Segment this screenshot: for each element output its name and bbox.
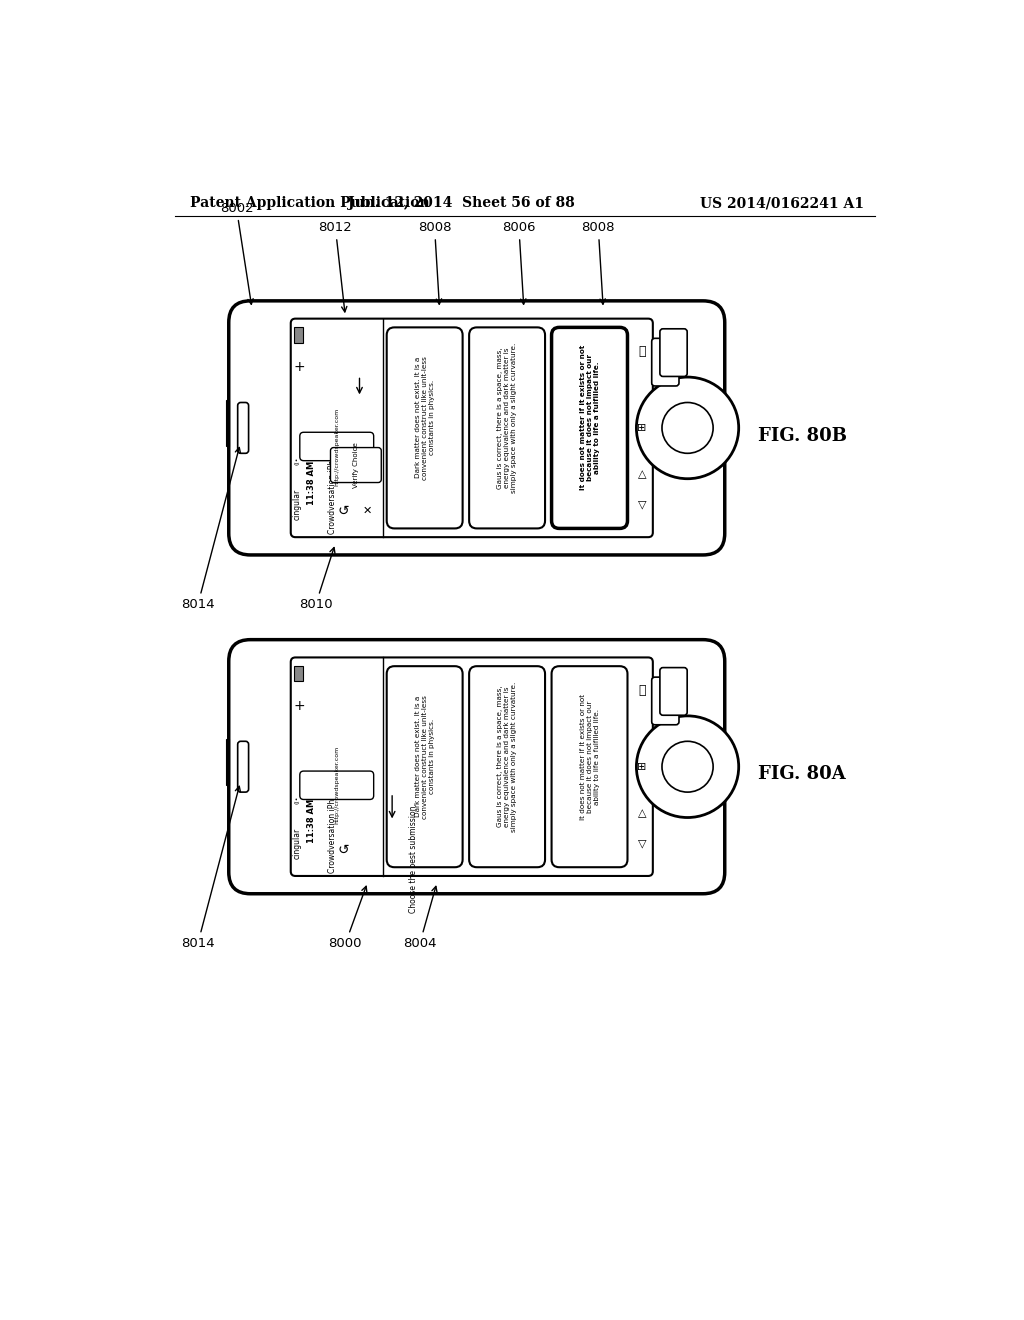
FancyBboxPatch shape (659, 329, 687, 376)
Circle shape (636, 715, 738, 817)
FancyBboxPatch shape (238, 742, 249, 792)
FancyBboxPatch shape (331, 447, 381, 483)
Bar (294, 667, 303, 681)
Text: ▽: ▽ (638, 838, 646, 847)
FancyBboxPatch shape (291, 318, 653, 537)
Text: △: △ (638, 469, 646, 479)
FancyBboxPatch shape (469, 327, 545, 528)
Text: ⧉: ⧉ (638, 684, 646, 697)
Text: ((•: ((• (295, 457, 300, 465)
Text: FIG. 80A: FIG. 80A (759, 766, 846, 783)
Text: Patent Application Publication: Patent Application Publication (190, 197, 430, 210)
Text: Dark matter does not exist. It is a
convenient construct like unit-less
constant: Dark matter does not exist. It is a conv… (415, 356, 434, 479)
Text: 8008: 8008 (418, 222, 452, 304)
Text: ((•: ((• (295, 795, 300, 804)
FancyBboxPatch shape (300, 771, 374, 800)
FancyBboxPatch shape (228, 640, 725, 894)
Text: Verify Choice: Verify Choice (353, 442, 358, 488)
Text: 11:38 AM: 11:38 AM (307, 461, 316, 504)
Bar (225, 739, 228, 785)
Text: 8000: 8000 (329, 886, 367, 950)
Text: Crowdversation iPhone API: Crowdversation iPhone API (328, 432, 337, 535)
Text: ⊞: ⊞ (637, 762, 646, 772)
FancyBboxPatch shape (469, 667, 545, 867)
Text: 8008: 8008 (582, 222, 615, 304)
Text: ▽: ▽ (638, 499, 646, 510)
Text: US 2014/0162241 A1: US 2014/0162241 A1 (700, 197, 864, 210)
Text: ✕: ✕ (362, 506, 372, 516)
Text: 8004: 8004 (403, 886, 437, 950)
Bar (225, 400, 228, 446)
FancyBboxPatch shape (238, 403, 249, 453)
Text: ⊞: ⊞ (637, 422, 646, 433)
Text: 8014: 8014 (181, 787, 241, 950)
Text: 8014: 8014 (181, 447, 241, 611)
Text: FIG. 80B: FIG. 80B (758, 426, 847, 445)
Text: △: △ (638, 808, 646, 818)
Text: It does not matter if it exists or not
because it does not impact our
ability to: It does not matter if it exists or not b… (580, 693, 599, 820)
FancyBboxPatch shape (300, 432, 374, 461)
Text: Crowdversation iPhone API: Crowdversation iPhone API (328, 770, 337, 873)
Text: ↺: ↺ (338, 504, 349, 517)
Circle shape (662, 403, 713, 453)
Text: ↺: ↺ (338, 842, 349, 857)
Text: It does not matter if it exists or not
because it does not impact our
ability to: It does not matter if it exists or not b… (580, 346, 599, 491)
Bar (294, 327, 303, 343)
FancyBboxPatch shape (651, 338, 679, 385)
Text: 8002: 8002 (220, 202, 253, 305)
Text: 8012: 8012 (318, 222, 352, 312)
Text: +: + (294, 360, 305, 374)
Text: +: + (294, 698, 305, 713)
Text: Jun. 12, 2014  Sheet 56 of 88: Jun. 12, 2014 Sheet 56 of 88 (348, 197, 574, 210)
Text: 8010: 8010 (299, 548, 335, 611)
Text: cingular: cingular (293, 828, 302, 859)
Text: 8006: 8006 (502, 222, 536, 304)
Text: Gaus is correct, there is a space, mass,
energy equivalence and dark matter is
s: Gaus is correct, there is a space, mass,… (497, 681, 517, 832)
Text: http://crowdspeaker.com: http://crowdspeaker.com (334, 746, 339, 825)
FancyBboxPatch shape (552, 327, 628, 528)
Text: Dark matter does not exist. It is a
convenient construct like unit-less
constant: Dark matter does not exist. It is a conv… (415, 694, 434, 818)
Text: http://crowdspeaker.com: http://crowdspeaker.com (334, 408, 339, 486)
Text: ⧉: ⧉ (638, 345, 646, 358)
FancyBboxPatch shape (387, 327, 463, 528)
FancyBboxPatch shape (659, 668, 687, 715)
Circle shape (636, 378, 738, 479)
Text: 11:38 AM: 11:38 AM (307, 799, 316, 843)
FancyBboxPatch shape (651, 677, 679, 725)
Circle shape (662, 742, 713, 792)
FancyBboxPatch shape (387, 667, 463, 867)
Text: Gaus is correct, there is a space, mass,
energy equivalence and dark matter is
s: Gaus is correct, there is a space, mass,… (497, 343, 517, 492)
Text: cingular: cingular (293, 488, 302, 520)
FancyBboxPatch shape (552, 667, 628, 867)
FancyBboxPatch shape (291, 657, 653, 876)
Text: Choose the best submission.: Choose the best submission. (410, 804, 419, 913)
FancyBboxPatch shape (228, 301, 725, 554)
